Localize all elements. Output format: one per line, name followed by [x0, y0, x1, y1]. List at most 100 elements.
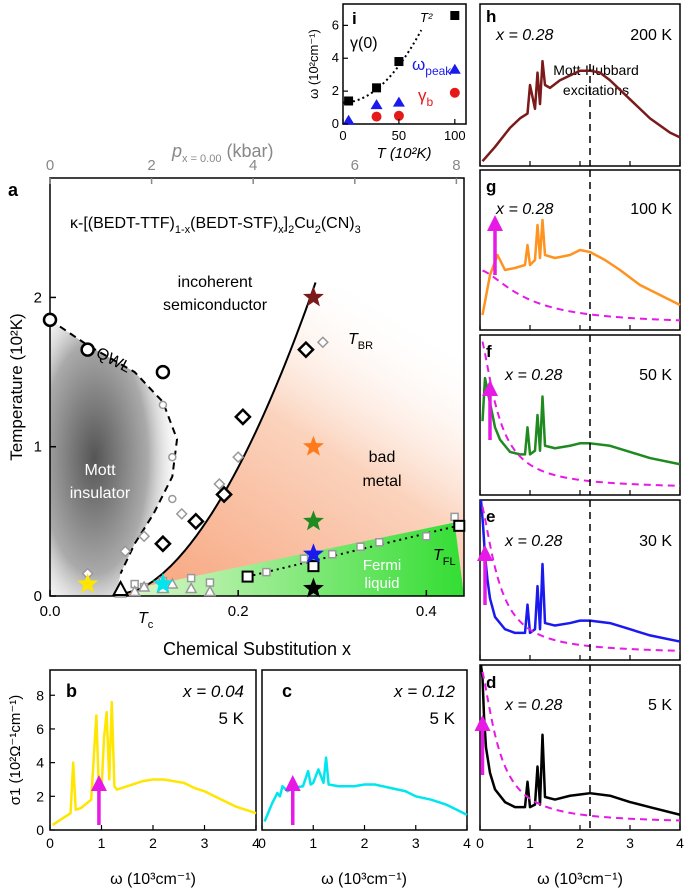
tfl-small-square	[356, 542, 365, 551]
i-y-tick-label: 2	[332, 83, 339, 98]
phase-points	[42, 286, 466, 598]
spec-y-tick-label: 8	[36, 687, 44, 703]
spec-x-tick-label: 0	[258, 835, 266, 851]
region-incoherent-label-2: semiconductor	[163, 297, 268, 314]
peak-arrowhead-d	[474, 715, 491, 731]
spectrum-g	[481, 218, 681, 316]
peak-arrowhead-g	[487, 215, 503, 231]
spectrum-h	[481, 59, 681, 163]
omega-peak-point	[448, 63, 461, 74]
gamma0-point	[394, 57, 404, 67]
tc-small-triangle	[166, 577, 179, 589]
spec-x-tick-label: 3	[201, 835, 209, 851]
tbr-small-diamond	[119, 545, 132, 558]
phase-boundaries	[49, 282, 465, 597]
a-y-tick-label: 0	[34, 588, 42, 605]
tfl-small-square	[450, 512, 459, 522]
tbr-label: TBR	[348, 331, 373, 352]
gamma-b-point	[371, 111, 382, 122]
peak-arrowhead-e	[477, 545, 493, 561]
spec-y-tick-label: 0	[36, 822, 44, 838]
panel-c-letter: c	[282, 681, 292, 701]
spectrum-e	[479, 499, 681, 643]
t2-label: T²	[420, 10, 433, 25]
panel-g-spectrum: g x = 0.28 100 K	[479, 169, 681, 331]
panel-i-letter: i	[352, 9, 357, 28]
spec-x-tick-label: 4	[676, 835, 684, 851]
omega-peak-point	[392, 96, 405, 107]
panel-h-x-label: x = 0.28	[495, 27, 553, 44]
tbr-diamond	[234, 408, 252, 426]
tfl-square	[453, 519, 466, 532]
panel-i-content: 0 50 100 0 2 4 6	[332, 11, 466, 143]
a-x-tick-label: 0.0	[40, 603, 61, 620]
omega-peak-label: ωpeak	[412, 55, 452, 78]
panel-e-t-label: 30 K	[639, 533, 672, 550]
i-y-tick-label: 6	[332, 17, 339, 32]
a-top-tick-label: 2	[147, 157, 155, 174]
spec-x-tick-label: 0	[46, 835, 54, 851]
tfl-small-square	[262, 567, 271, 577]
tfl-small-square	[186, 573, 196, 583]
panel-c-x-label: x = 0.12	[393, 682, 456, 701]
panel-a-xlabel: Chemical Substitution x	[163, 639, 351, 659]
tbr-diamond	[187, 512, 205, 531]
tbr-small-diamond	[232, 451, 245, 464]
panel-f-t-label: 50 K	[639, 367, 672, 384]
region-fermi-label-1: Fermi	[363, 557, 401, 574]
region-incoherent-label-1: incoherent	[178, 274, 253, 291]
spec-x-tick-label: 1	[98, 835, 106, 851]
gamma0-point	[450, 11, 460, 21]
panel-c-t-label: 5 K	[429, 709, 455, 728]
tfl-small-square	[422, 532, 431, 541]
qwl-small-circle	[168, 494, 177, 504]
panel-d-t-label: 5 K	[648, 697, 672, 714]
phase-regions	[50, 282, 464, 596]
spectrum-f	[481, 376, 681, 466]
a-x-tick-label: 0.4	[416, 603, 437, 620]
panel-h-t-label: 200 K	[630, 27, 672, 44]
gamma-b-point	[393, 110, 404, 121]
mott-insulator-region	[50, 319, 178, 596]
panel-i-frame	[342, 3, 467, 125]
gamma0-label: γ(0)	[350, 35, 378, 52]
bad-metal-region	[115, 282, 464, 596]
tbr-diamond	[215, 485, 233, 504]
panel-d-x-label: x = 0.28	[504, 697, 562, 714]
spec-x-tick-label: 3	[626, 835, 634, 851]
region-badmetal-label-2: metal	[362, 473, 401, 490]
drude-fit-g	[482, 269, 681, 322]
sample-star	[302, 435, 324, 456]
qwl-circle	[155, 364, 171, 380]
gamma0-point	[344, 96, 354, 106]
spec-x-tick-label: 2	[576, 835, 584, 851]
peak-arrowhead-c	[284, 775, 301, 791]
qwl-small-circle	[158, 400, 168, 410]
a-y-tick-label: 1	[34, 439, 42, 456]
peak-arrowhead-f	[482, 380, 498, 396]
a-top-tick-label: 6	[351, 157, 359, 174]
tbr-small-diamond	[175, 507, 188, 520]
spectrum-c	[263, 756, 468, 823]
panel-g-t-label: 100 K	[630, 201, 672, 218]
t2-fit-curve	[342, 29, 423, 104]
sample-star	[152, 573, 174, 593]
panel-f-letter: f	[486, 342, 492, 361]
panel-c-spectrum: c x = 0.12 5 K ω (10³cm⁻¹)	[261, 669, 468, 888]
panel-b-ylabel: σ1 (10²Ω⁻¹cm⁻¹)	[7, 695, 24, 805]
peak-arrowhead-b	[90, 775, 107, 791]
sample-star	[302, 510, 324, 531]
qwl-circle	[80, 342, 95, 357]
panel-a-ticks: 0.0 0.2 0.4 0 1 2 0 2 4 6 8	[34, 157, 461, 620]
tfl-label: TFL	[433, 547, 456, 568]
panel-b-letter: b	[66, 681, 77, 701]
tfl-small-square	[375, 538, 384, 547]
panel-f-frame	[479, 334, 681, 496]
panel-f-spectrum: f x = 0.28 50 K	[479, 334, 681, 496]
sample-star	[77, 573, 99, 593]
tfl-small-square	[299, 554, 309, 563]
region-badmetal-label-1: bad	[369, 449, 396, 466]
tbr-diamond	[154, 534, 172, 553]
